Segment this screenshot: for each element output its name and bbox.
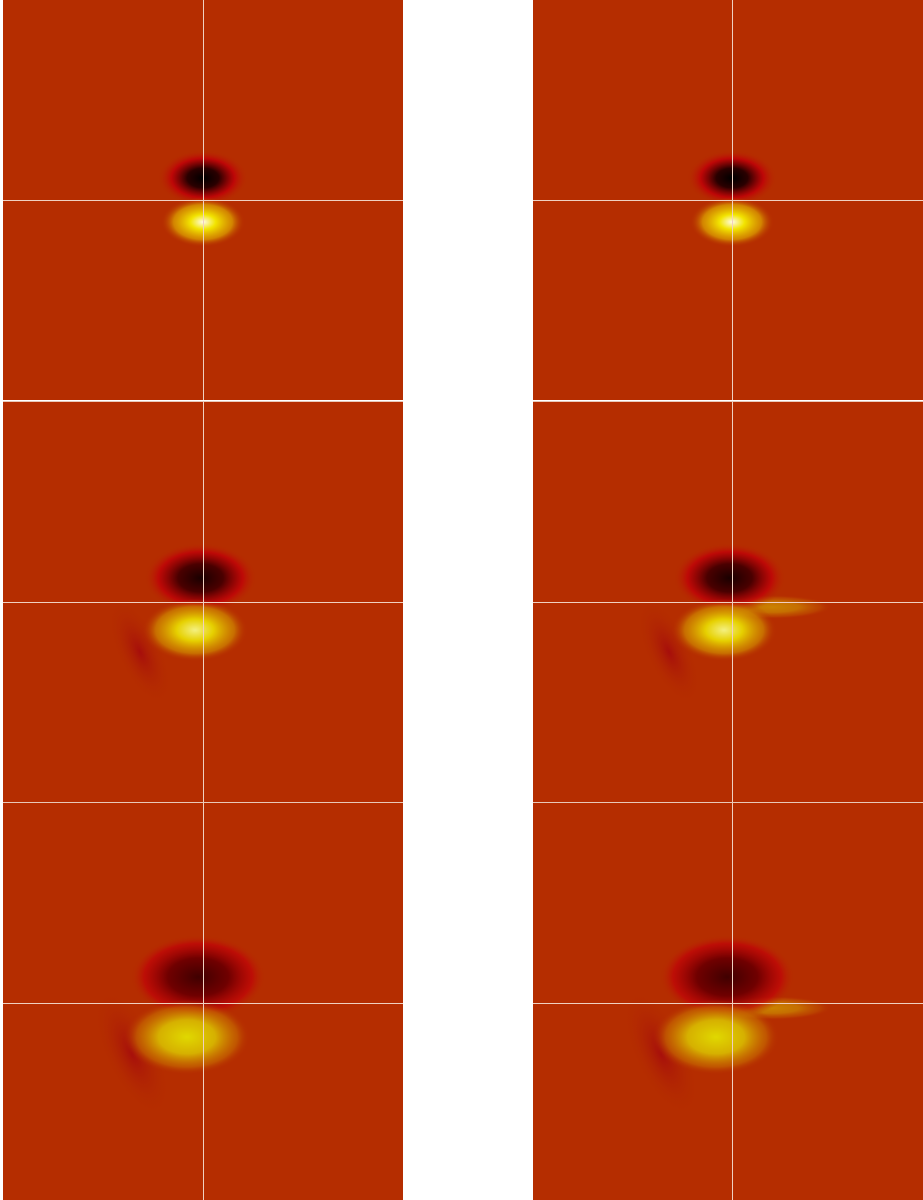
bright-lobe <box>143 599 248 662</box>
bright-lobe <box>653 1000 779 1075</box>
bright-lobe <box>672 599 777 662</box>
panel-grid <box>0 0 923 1200</box>
bright-lobe <box>124 1000 250 1075</box>
page-body: (() => { const svg = document.getElement… <box>0 0 923 1200</box>
page: Simulation panels {} html, body { margin… <box>0 0 923 1200</box>
